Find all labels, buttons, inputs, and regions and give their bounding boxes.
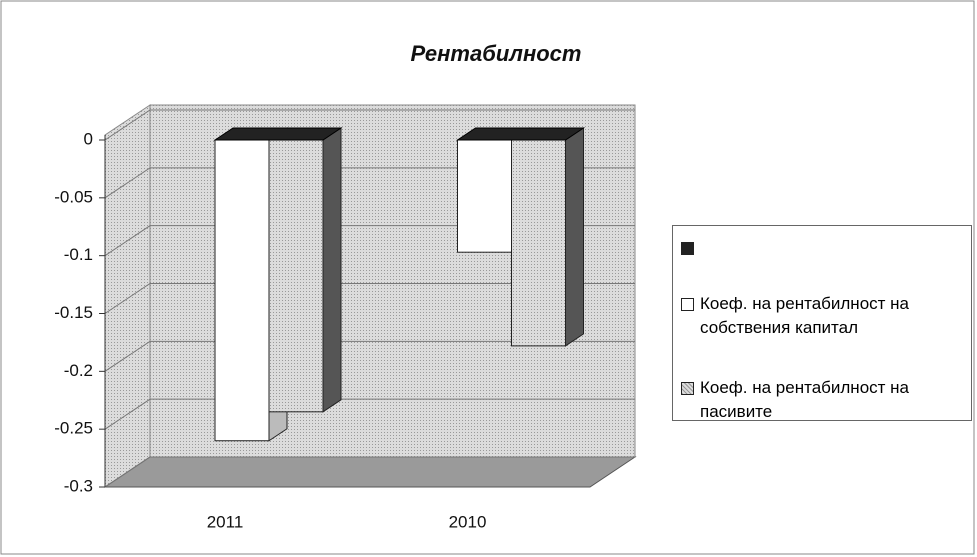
grid-line [104, 398, 635, 430]
chart-title: Рентабилност [411, 41, 582, 66]
bar-top [213, 127, 343, 141]
grid-line [104, 340, 635, 372]
y-tick-label: -0.2 [64, 361, 93, 380]
bar-side [322, 127, 342, 413]
bar [457, 139, 512, 253]
grid-line [104, 283, 635, 314]
y-tick-label: -0.05 [54, 187, 93, 206]
y-tick-label: 0 [84, 129, 93, 148]
y-tick-label: -0.25 [54, 419, 93, 438]
y-tick-label: -0.1 [64, 245, 93, 264]
grid-line [104, 456, 635, 488]
legend-item [681, 236, 694, 255]
bar-top [455, 127, 586, 141]
bar [511, 139, 566, 347]
y-tick-label: -0.3 [64, 476, 93, 495]
legend-swatch [681, 382, 694, 395]
floor [103, 456, 637, 488]
legend-label: Коеф. на рентабилност на пасивите [700, 378, 910, 421]
legend: Коеф. на рентабилност на собствения капи… [672, 225, 972, 421]
bar [214, 139, 270, 442]
side-wall [104, 104, 151, 488]
bar-side [565, 127, 584, 347]
legend-label: Коеф. на рентабилност на собствения капи… [700, 294, 910, 337]
grid-line [104, 109, 635, 141]
y-tick-label: -0.15 [54, 303, 93, 322]
legend-swatch [681, 242, 694, 255]
legend-item: Коеф. на рентабилност на пасивите [681, 376, 971, 424]
x-tick-label: 2010 [449, 512, 487, 531]
bar [268, 139, 324, 413]
legend-swatch [681, 298, 694, 311]
legend-item: Коеф. на рентабилност на собствения капи… [681, 292, 971, 340]
x-tick-label: 2011 [207, 512, 244, 531]
